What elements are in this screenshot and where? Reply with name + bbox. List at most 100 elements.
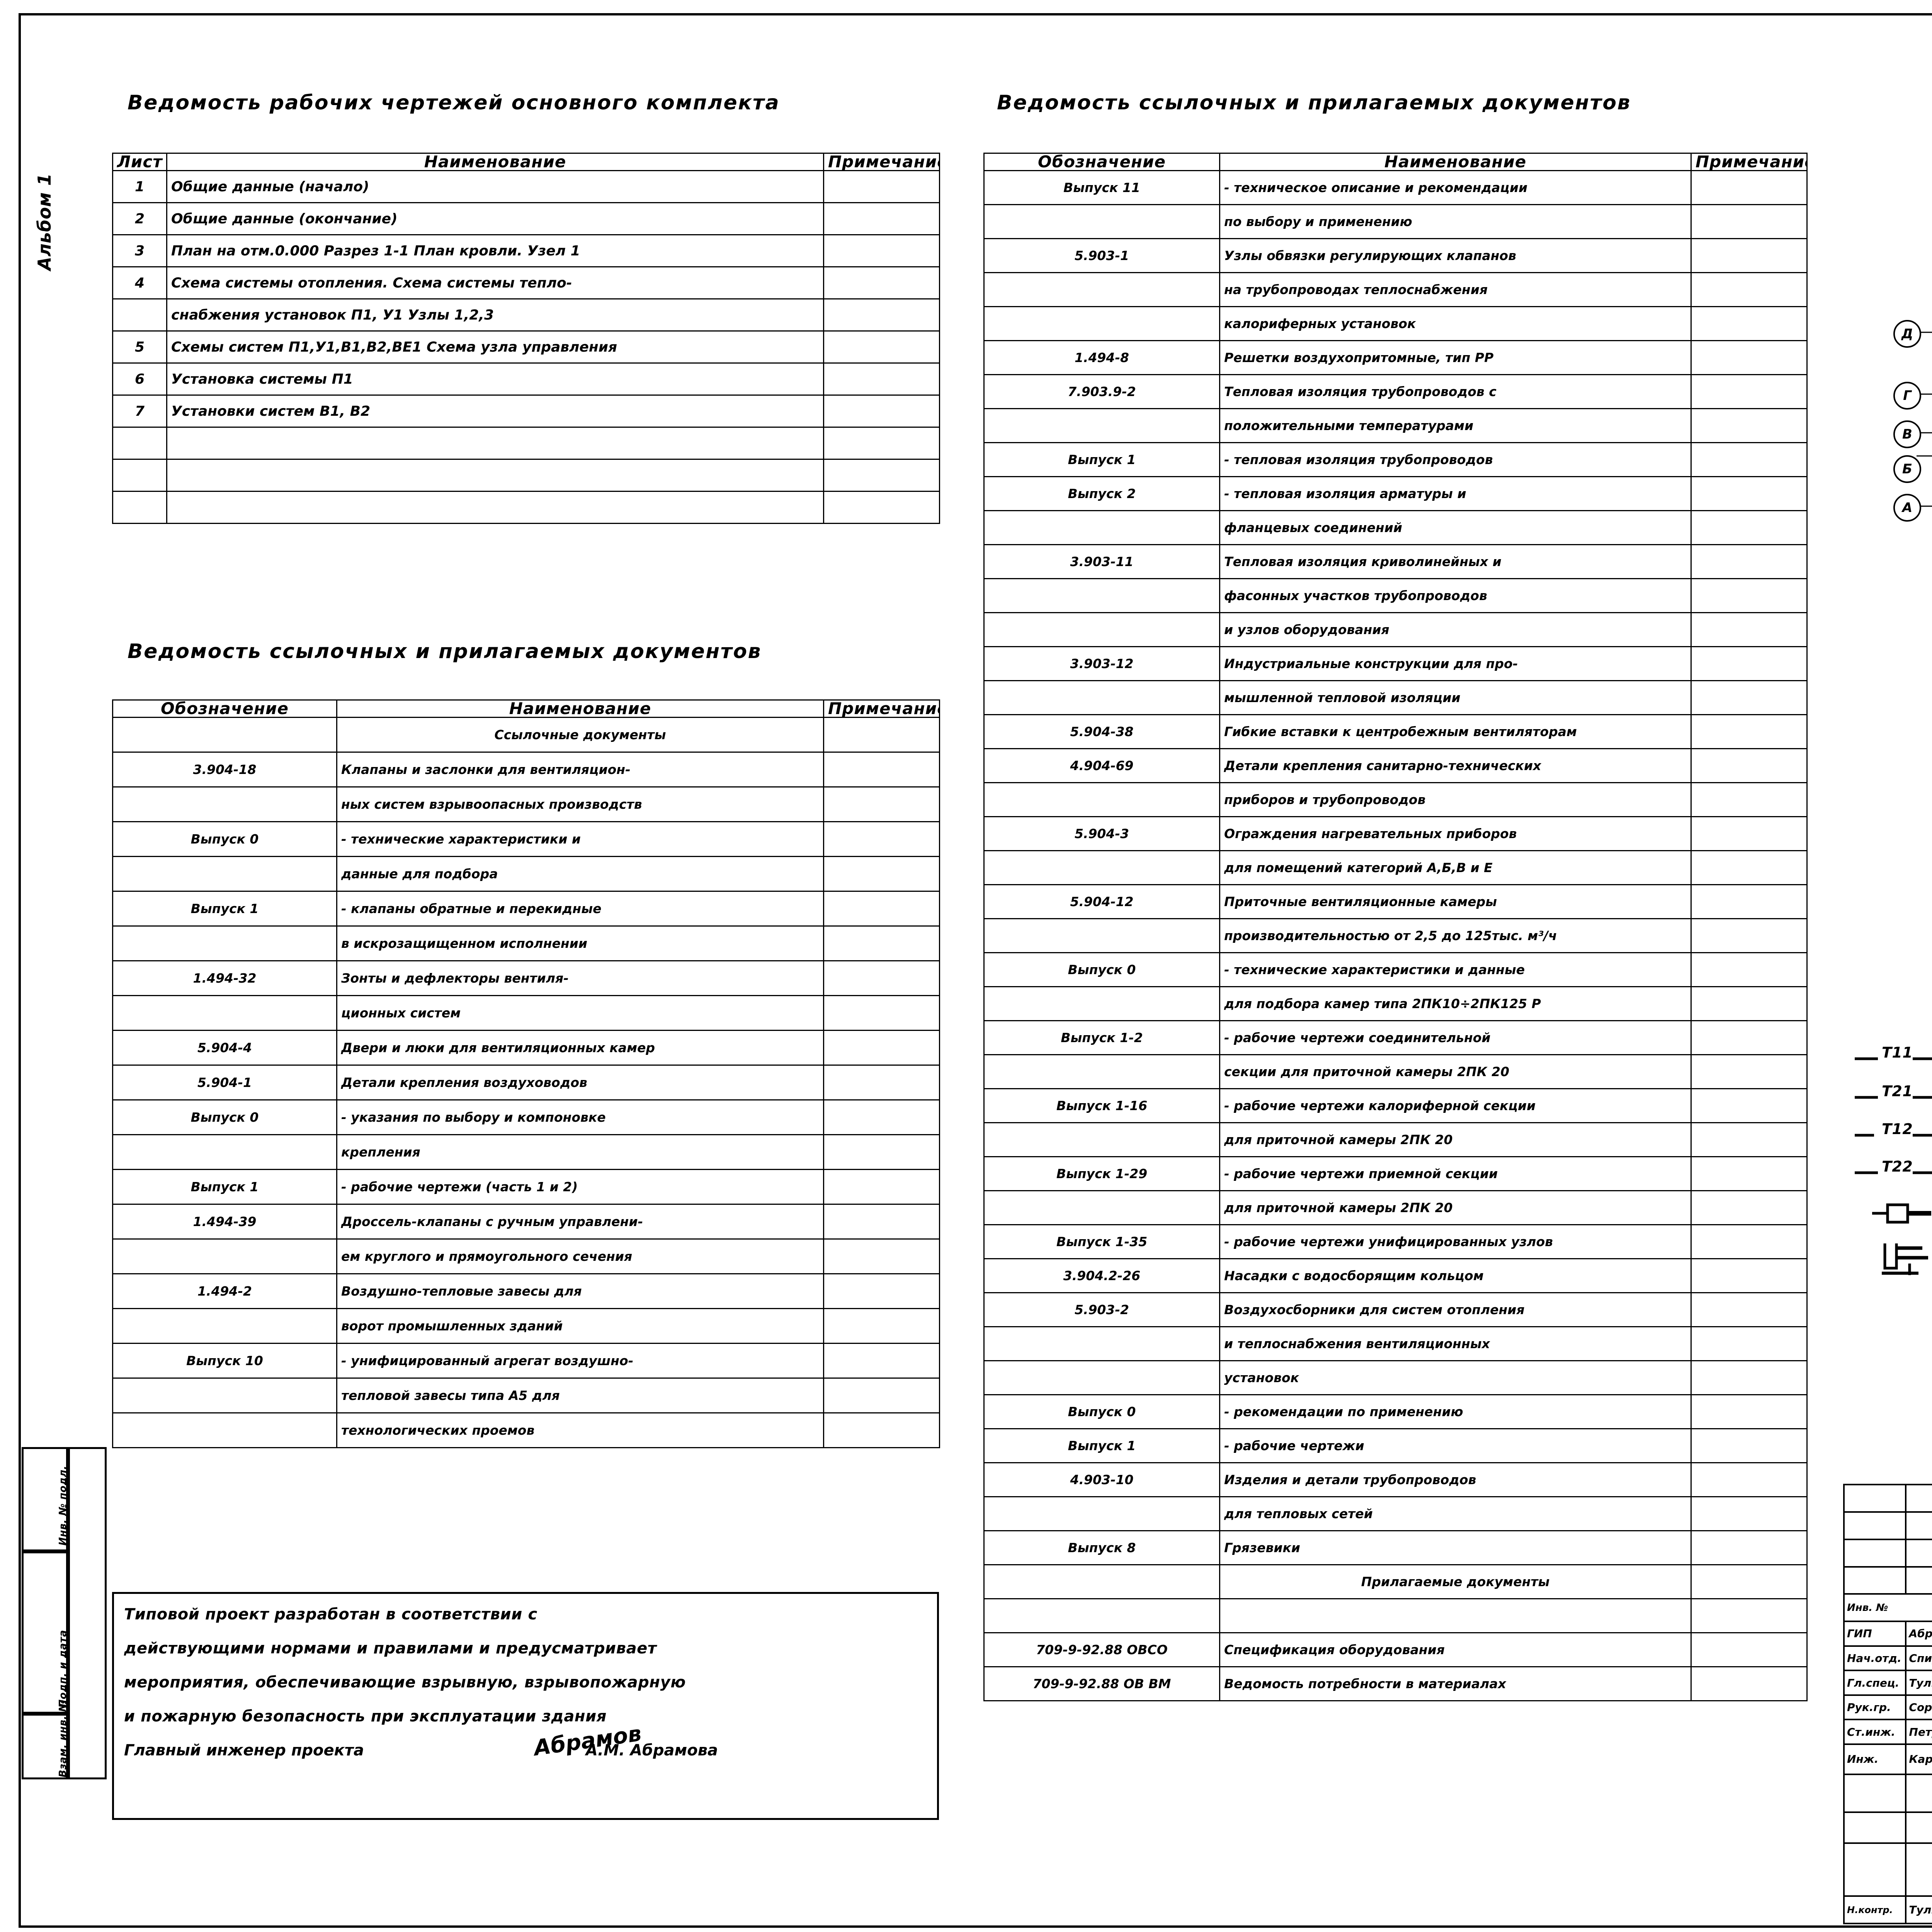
cell-code: 3.904-18 xyxy=(112,752,337,787)
cell-code: Выпуск 0 xyxy=(112,1099,337,1135)
cell-name: Клапаны и заслонки для вентиляцион- xyxy=(336,752,824,787)
table-left-ref-title: Ведомость ссылочных и прилагаемых докуме… xyxy=(128,640,762,663)
cell-code xyxy=(112,995,337,1031)
th-code: Обозначение xyxy=(983,153,1220,171)
table-row: Выпуск 0- технические характеристики и д… xyxy=(983,952,1808,987)
cell-name: Решетки воздухопритомные, тип РР xyxy=(1219,340,1692,375)
cell-name: Тепловая изоляция трубопроводов с xyxy=(1219,374,1692,409)
th-note: Примечание xyxy=(1690,153,1808,171)
table-row: производительностью от 2,5 до 125тыс. м³… xyxy=(983,918,1808,953)
cell-note xyxy=(1690,1360,1808,1395)
tb-name-4: Петрова xyxy=(1905,1719,1932,1745)
cell-code xyxy=(112,1134,337,1170)
cell-note xyxy=(823,1412,940,1448)
table-row: по выбору и применению xyxy=(983,204,1808,239)
table-row: для приточной камеры 2ПК 20 xyxy=(983,1190,1808,1225)
cell-code xyxy=(983,1326,1220,1361)
cell-code xyxy=(983,204,1220,239)
cell-code: 3.904.2-26 xyxy=(983,1258,1220,1293)
cell-list: 1 xyxy=(112,170,167,203)
legend-symbol-label-2: Т12 xyxy=(1882,1121,1913,1138)
cell-note xyxy=(1690,1564,1808,1599)
cell-name: Воздушно-тепловые завесы для xyxy=(336,1273,824,1309)
cell-code: Выпуск 11 xyxy=(983,170,1220,205)
cell-note xyxy=(1690,1326,1808,1361)
cell-code: 1.494-8 xyxy=(983,340,1220,375)
table-row: 4 Схема системы отопления. Схема системы … xyxy=(112,266,940,299)
cell-code: Выпуск 1-2 xyxy=(983,1020,1220,1055)
cell-name: мышленной тепловой изоляции xyxy=(1219,680,1692,715)
cell-note xyxy=(1690,510,1808,545)
cell-name: для помещений категорий А,Б,В и Е xyxy=(1219,850,1692,885)
cell-note xyxy=(823,234,940,267)
table-row: ционных систем xyxy=(112,995,940,1031)
cell-name: - клапаны обратные и перекидные xyxy=(336,891,824,927)
cell-code xyxy=(983,850,1220,885)
cell-note xyxy=(823,995,940,1031)
cell-name: - рекомендации по применению xyxy=(1219,1394,1692,1429)
cell-note xyxy=(1690,612,1808,647)
cell-name: ных систем взрывоопасных производств xyxy=(336,786,824,822)
cell-code xyxy=(112,1238,337,1274)
cell-note xyxy=(1690,1054,1808,1089)
table-row: Выпуск 1- тепловая изоляция трубопроводо… xyxy=(983,442,1808,477)
cell-code xyxy=(983,1564,1220,1599)
cell-code xyxy=(112,786,337,822)
cell-name: в искрозащищенном исполнении xyxy=(336,925,824,961)
cell-code xyxy=(983,1496,1220,1531)
cell-note xyxy=(823,1238,940,1274)
table-row: 4.904-69 Детали крепления санитарно-техни… xyxy=(983,748,1808,783)
cell-note xyxy=(1690,374,1808,409)
table-row: 3.904.2-26 Насадки с водосборящим кольцом xyxy=(983,1258,1808,1293)
cell-code xyxy=(112,717,337,753)
table-row: Выпуск 0- технические характеристики и xyxy=(112,821,940,857)
cell-list: 6 xyxy=(112,362,167,396)
cell-note xyxy=(1690,170,1808,205)
table-row: 5.903-2 Воздухосборники для систем отопле… xyxy=(983,1292,1808,1327)
cell-name: Схема системы отопления. Схема системы т… xyxy=(166,266,824,299)
cell-note xyxy=(823,266,940,299)
cell-note xyxy=(823,960,940,996)
cell-note xyxy=(823,427,940,460)
cell-list: 7 xyxy=(112,395,167,428)
cell-name: - унифицированный агрегат воздушно- xyxy=(336,1343,824,1379)
cell-note xyxy=(823,1099,940,1135)
cell-name: - техническое описание и рекомендации xyxy=(1219,170,1692,205)
table-row xyxy=(983,1598,1808,1633)
cell-note xyxy=(823,202,940,235)
cell-note xyxy=(1690,544,1808,579)
cell-name: Зонты и дефлекторы вентиля- xyxy=(336,960,824,996)
tb-empty xyxy=(1843,1484,1907,1513)
cell-name xyxy=(166,427,824,460)
tb-role-2: Гл.спец. xyxy=(1843,1670,1907,1696)
cell-name: ционных систем xyxy=(336,995,824,1031)
axis-bubble-A: А xyxy=(1893,494,1921,522)
cell-name: Насадки с водосборящим кольцом xyxy=(1219,1258,1692,1293)
cell-name: положительными температурами xyxy=(1219,408,1692,443)
cell-code: Выпуск 0 xyxy=(983,1394,1220,1429)
cell-name: для приточной камеры 2ПК 20 xyxy=(1219,1122,1692,1157)
cell-code xyxy=(983,272,1220,307)
table-row: ем круглого и прямоугольного сечения xyxy=(112,1238,940,1274)
cell-note xyxy=(1690,1258,1808,1293)
cell-note xyxy=(1690,918,1808,953)
table-row: тепловой завесы типа А5 для xyxy=(112,1378,940,1413)
cell-list: 5 xyxy=(112,330,167,364)
cell-code: Выпуск 1 xyxy=(112,891,337,927)
cell-name: по выбору и применению xyxy=(1219,204,1692,239)
table-row: положительными температурами xyxy=(983,408,1808,443)
table-row: 1.494-2 Воздушно-тепловые завесы для xyxy=(112,1273,940,1309)
th-list: Лист xyxy=(112,153,167,171)
cell-note xyxy=(1690,1632,1808,1667)
tb-name-2: Тулисов xyxy=(1905,1670,1932,1696)
cell-list: 3 xyxy=(112,234,167,267)
cell-name: Детали крепления санитарно-технических xyxy=(1219,748,1692,783)
table-row: 5.904-3 Ограждения нагревательных приборо… xyxy=(983,816,1808,851)
cell-code: Выпуск 0 xyxy=(112,821,337,857)
cell-name: Грязевики xyxy=(1219,1530,1692,1565)
note-line-3: и пожарную безопасность при эксплуатации… xyxy=(124,1708,607,1725)
cell-name: Ведомость потребности в материалах xyxy=(1219,1666,1692,1701)
cell-code xyxy=(983,612,1220,647)
cell-list: 2 xyxy=(112,202,167,235)
table-row: Выпуск 1-16- рабочие чертежи калориферно… xyxy=(983,1088,1808,1123)
